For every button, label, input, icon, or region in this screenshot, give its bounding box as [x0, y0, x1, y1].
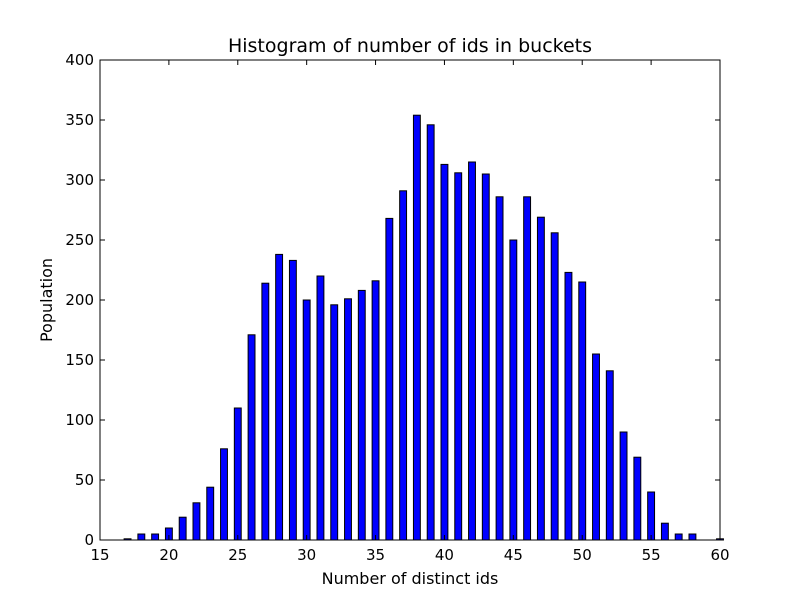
histogram-bar [275, 253, 284, 541]
histogram-bar [592, 353, 600, 541]
histogram-bar [288, 259, 297, 541]
histogram-bar [261, 282, 270, 541]
histogram-bar [523, 196, 532, 541]
histogram-bar [178, 516, 187, 541]
histogram-bar [220, 448, 228, 541]
x-tick-label: 20 [159, 546, 178, 564]
histogram-bar [357, 289, 366, 541]
histogram-bar [316, 275, 325, 541]
y-tick-label: 150 [65, 351, 94, 369]
x-tick-label: 15 [90, 546, 109, 564]
histogram-bar [137, 533, 146, 541]
histogram-bar [302, 299, 311, 541]
x-tick-label: 25 [228, 546, 247, 564]
y-tick-label: 400 [65, 51, 94, 69]
histogram-bar [674, 533, 683, 541]
histogram-bar [399, 190, 408, 541]
histogram-bar [206, 486, 215, 541]
y-tick-label: 250 [65, 231, 94, 249]
y-tick-label: 100 [65, 411, 94, 429]
histogram-bar [509, 239, 518, 541]
histogram-bar [385, 217, 394, 541]
y-tick-label: 0 [84, 531, 94, 549]
histogram-bar [633, 456, 642, 541]
histogram-bar [371, 280, 380, 541]
histogram-bar [468, 161, 476, 541]
histogram-bar [605, 370, 614, 541]
histogram-bar [536, 216, 545, 541]
histogram-bar [578, 281, 587, 541]
histogram-bar [412, 114, 421, 541]
histogram-bar [344, 298, 352, 541]
x-tick-label: 30 [297, 546, 316, 564]
y-tick-label: 200 [65, 291, 94, 309]
histogram-bar [647, 491, 656, 541]
histogram-bar [550, 232, 559, 541]
x-tick-label: 35 [366, 546, 385, 564]
histogram-bar [151, 533, 160, 541]
x-tick-label: 50 [573, 546, 592, 564]
ticks-layer: 15 20 25 30 35 40 45 50 55 60 0 50 100 150 200 250 300 35… [65, 51, 729, 564]
histogram-bar [660, 522, 669, 541]
x-tick-label: 60 [710, 546, 729, 564]
plot-frame [99, 59, 721, 541]
histogram-bar [688, 533, 697, 541]
x-tick-label: 40 [435, 546, 454, 564]
x-tick-label: 55 [642, 546, 661, 564]
histogram-bar [564, 271, 573, 541]
histogram-bar [454, 172, 463, 541]
histogram-bar [481, 173, 490, 541]
y-tick-label: 350 [65, 111, 94, 129]
histogram-bar [426, 124, 435, 541]
histogram-bar [247, 334, 256, 541]
histogram-bar [192, 502, 201, 541]
y-axis-label: Population [37, 258, 56, 342]
histogram-bar [330, 304, 339, 541]
histogram-bar [495, 196, 504, 541]
histogram-bar [233, 407, 242, 541]
x-tick-label: 45 [504, 546, 523, 564]
chart-title: Histogram of number of ids in buckets [228, 35, 592, 57]
x-axis-label: Number of distinct ids [322, 569, 499, 588]
histogram-bar [619, 431, 628, 541]
y-tick-label: 300 [65, 171, 94, 189]
histogram-bar [440, 163, 449, 541]
y-tick-label: 50 [75, 471, 94, 489]
